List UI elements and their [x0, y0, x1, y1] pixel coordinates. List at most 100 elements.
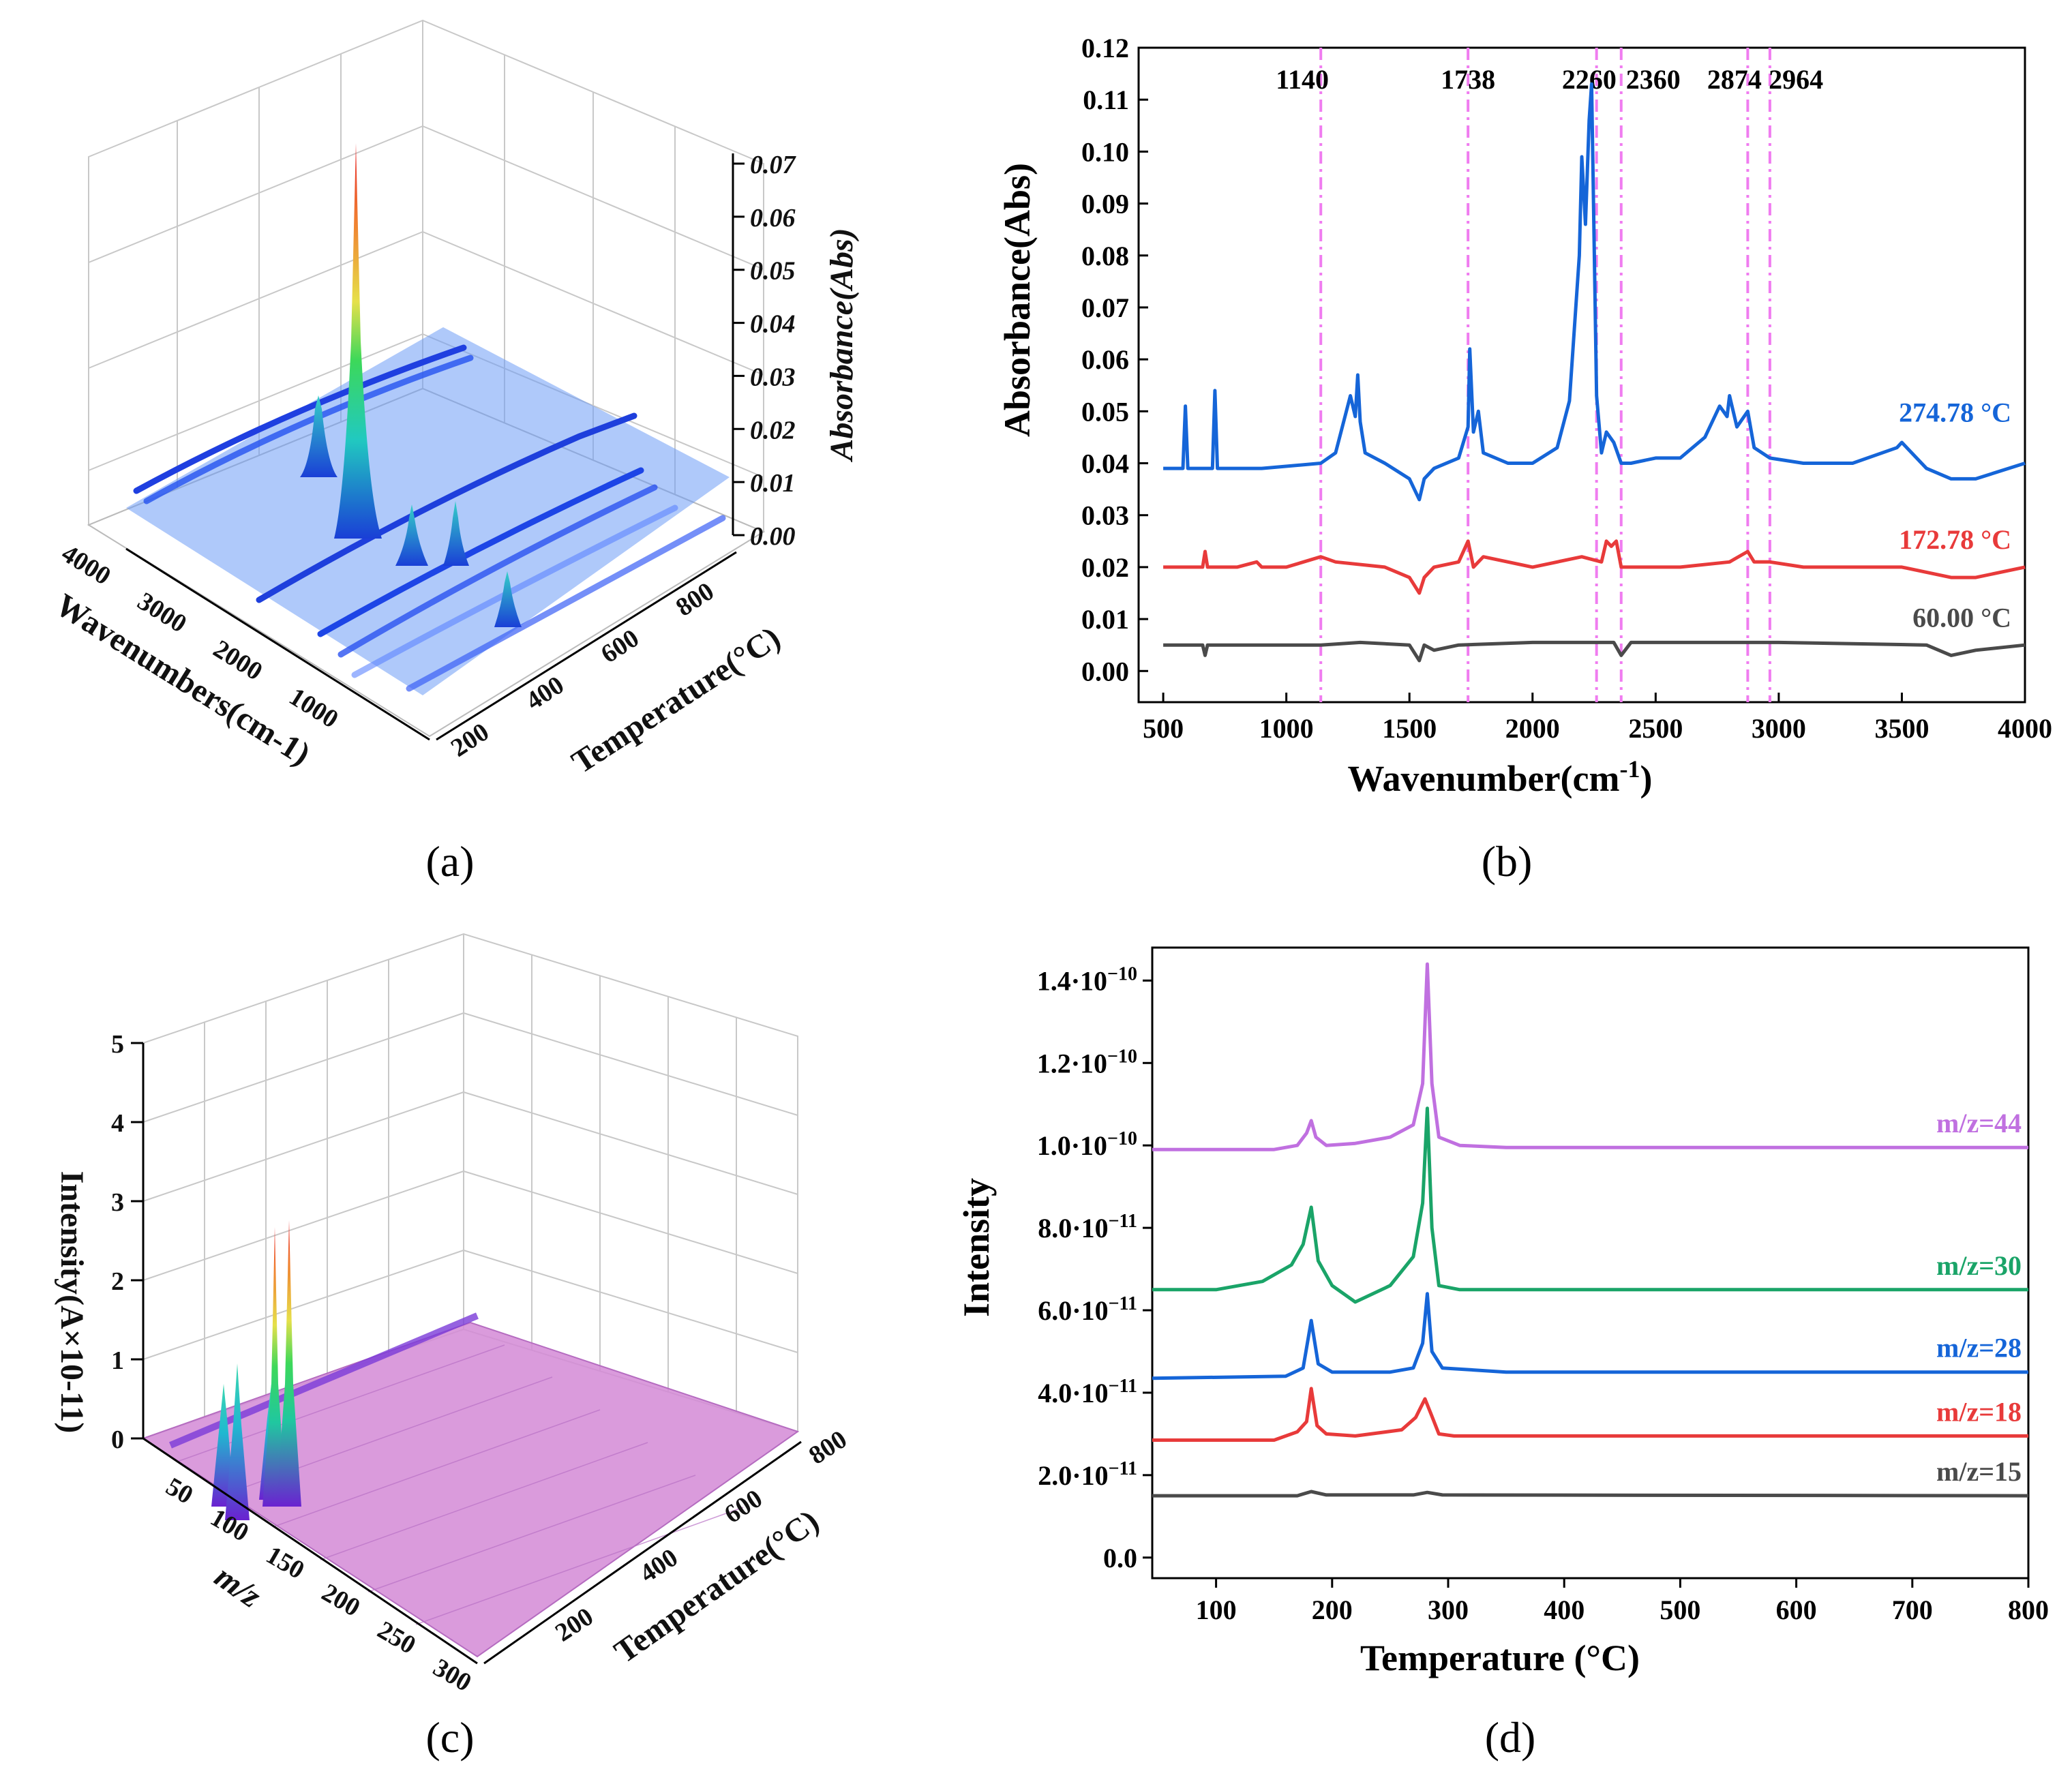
panel-b-series-line	[1163, 539, 2026, 595]
panel-d-series-label: m/z=15	[1936, 1456, 2022, 1487]
panel-b-x-label: Wavenumber(cm-1)	[1348, 755, 1653, 799]
panel-c-z-tick-label: 0	[111, 1425, 124, 1454]
panel-d-x-label: Temperature (°C)	[1360, 1637, 1640, 1678]
panel-c-y-tick-label: 800	[804, 1425, 852, 1470]
panel-d-y-tick-label: 0.0	[1103, 1543, 1137, 1573]
panel-d-series-line	[1152, 1490, 2029, 1498]
panel-c-z-tick-label: 1	[111, 1346, 124, 1375]
panel-d-series-label: m/z=30	[1936, 1250, 2022, 1281]
panel-d-x-tick-label: 400	[1544, 1595, 1585, 1625]
panel-b-caption: (b)	[1482, 837, 1533, 886]
panel-a-x-tick-label: 3000	[132, 587, 192, 639]
panel-c-x-tick-label: 200	[317, 1578, 365, 1622]
panel-d-y-tick-label: 2.0·10−11	[1038, 1458, 1137, 1491]
panel-b-x-tick-label: 500	[1143, 713, 1184, 744]
panel-d-x-tick-label: 100	[1196, 1595, 1237, 1625]
panel-c-peak-28	[225, 1363, 250, 1520]
panel-c-caption: (c)	[425, 1713, 474, 1762]
panel-a-x-tick-label: 2000	[209, 635, 268, 686]
panel-b-y-tick-label: 0.10	[1081, 136, 1129, 167]
panel-a-z-tick-label: 0.03	[750, 363, 796, 391]
panel-c-x-tick-label: 150	[261, 1541, 309, 1585]
panel-d-plot-frame	[1151, 946, 2030, 1580]
panel-b-series-line	[1163, 82, 2026, 502]
panel-c-y-tick-label: 200	[550, 1602, 599, 1647]
panel-b-x-tick-label: 3000	[1752, 713, 1806, 744]
panel-b-series-label: 60.00 °C	[1912, 603, 2011, 633]
panel-c-x-tick-label: 50	[161, 1472, 198, 1509]
panel-b-y-tick-label: 0.09	[1081, 189, 1129, 220]
panel-c-x-label: m/z	[208, 1558, 267, 1615]
panel-b-y-tick-label: 0.03	[1081, 500, 1129, 531]
panel-c-z-tick-label: 5	[111, 1030, 124, 1059]
panel-a-z-tick-label: 0.04	[750, 310, 796, 339]
panel-b-y-tick-label: 0.02	[1081, 552, 1129, 583]
panel-c-x-tick-label: 250	[372, 1616, 420, 1660]
panel-c-peak-44	[276, 1220, 301, 1507]
panel-b-y-tick-label: 0.08	[1081, 241, 1129, 271]
panel-a-z-label: Absorbance(Abs)	[824, 228, 860, 462]
panel-b-plot-frame	[1137, 46, 2026, 704]
panel-b-marker-label: 1140	[1276, 64, 1329, 95]
panel-a-3d-ftir-chart: 0.00 0.01 0.02 0.03 0.04 0.05 0.06 0.07 Absorba…	[49, 19, 860, 886]
panel-b-y-tick-label: 0.07	[1081, 292, 1129, 323]
panel-c-peaks	[211, 1220, 301, 1520]
panel-b-series-label: 274.78 °C	[1899, 397, 2011, 428]
panel-d-y-tick-label: 1.0·10−10	[1037, 1128, 1137, 1162]
panel-a-z-tick-label: 0.01	[750, 469, 796, 498]
panel-a-ridges	[133, 344, 726, 692]
panel-c-peak-18	[211, 1384, 235, 1507]
panel-a-surface	[126, 327, 730, 695]
panel-d-series-label: m/z=44	[1936, 1108, 2022, 1138]
panel-a-x-tick-label: 4000	[57, 539, 116, 591]
panel-b-y-tick-label: 0.11	[1083, 85, 1129, 115]
panel-a-peaks	[300, 143, 522, 627]
panel-c-y-tick-label: 400	[635, 1543, 683, 1588]
panel-b-y-tick-label: 0.06	[1081, 344, 1129, 375]
panel-a-peak-2	[300, 395, 337, 477]
panel-a-peak-5	[494, 571, 522, 627]
panel-d-x-tick-label: 500	[1660, 1595, 1700, 1625]
panel-b-y-label: Absorbance(Abs)	[997, 163, 1038, 437]
panel-b-marker-label: 1738	[1441, 64, 1495, 95]
panel-b-x-tick-label: 2000	[1505, 713, 1560, 744]
panel-a-z-tick-label: 0.07	[750, 151, 797, 179]
panel-d-y-label: Intensity	[956, 1178, 997, 1317]
panel-d-y-tick-label: 8.0·10−11	[1038, 1211, 1137, 1244]
panel-b-marker-label: 2874	[1707, 64, 1762, 95]
panel-c-x-tick-label: 300	[428, 1653, 476, 1697]
panel-b-y-tick-label: 0.01	[1081, 604, 1129, 635]
panel-b-y-tick-label: 0.05	[1081, 396, 1129, 427]
panel-d-y-tick-label: 1.2·10−10	[1037, 1046, 1137, 1079]
panel-d-series-line	[1152, 962, 2028, 1151]
panel-d-series-line	[1152, 1106, 2028, 1304]
panel-a-z-tick-label: 0.06	[750, 204, 796, 232]
panel-d-x-tick-label: 200	[1312, 1595, 1353, 1625]
panel-a-z-axis: 0.00 0.01 0.02 0.03 0.04 0.05 0.06 0.07 Absorba…	[732, 151, 860, 551]
panel-b-series-label: 172.78 °C	[1899, 524, 2011, 555]
panel-a-peak-3	[395, 504, 428, 566]
panel-d-x-tick-label: 300	[1428, 1595, 1469, 1625]
panel-a-y-tick-label: 200	[446, 718, 494, 763]
panel-b-x-tick-label: 1000	[1259, 713, 1314, 744]
panel-a-walls	[88, 19, 764, 533]
panel-d-y-tick-label: 6.0·10−11	[1038, 1293, 1137, 1327]
panel-a-y-tick-label: 400	[521, 671, 569, 716]
panel-a-x-tick-label: 1000	[284, 682, 344, 734]
panel-b-y-tick-label: 0.12	[1081, 33, 1129, 63]
panel-c-z-axis: 0 1 2 3 4 5 Intensity(A×10-11)	[54, 1030, 145, 1454]
panel-b-marker-label: 2260	[1562, 64, 1617, 95]
panel-c-y-tick-label: 600	[719, 1484, 768, 1529]
panel-b-ftir-spectra-chart: 1140 1738 2260 2360 2874 2964 0.00 0.01 0.02 0.03…	[997, 33, 2052, 886]
panel-d-ms-intensity-chart: 0.0 2.0·10−11 4.0·10−11 6.0·10−11 8.0·10−11 1…	[956, 946, 2049, 1762]
panel-d-caption: (d)	[1485, 1713, 1536, 1762]
panel-a-caption: (a)	[425, 837, 474, 886]
panel-c-walls	[142, 933, 798, 1440]
panel-d-x-tick-label: 800	[2008, 1595, 2049, 1625]
panel-d-series-line	[1152, 1292, 2028, 1380]
panel-a-peak-main	[334, 143, 382, 539]
panel-a-z-tick-label: 0.02	[750, 416, 796, 444]
panel-b-marker-label: 2964	[1769, 64, 1823, 95]
panel-d-x-tick-label: 700	[1892, 1595, 1933, 1625]
